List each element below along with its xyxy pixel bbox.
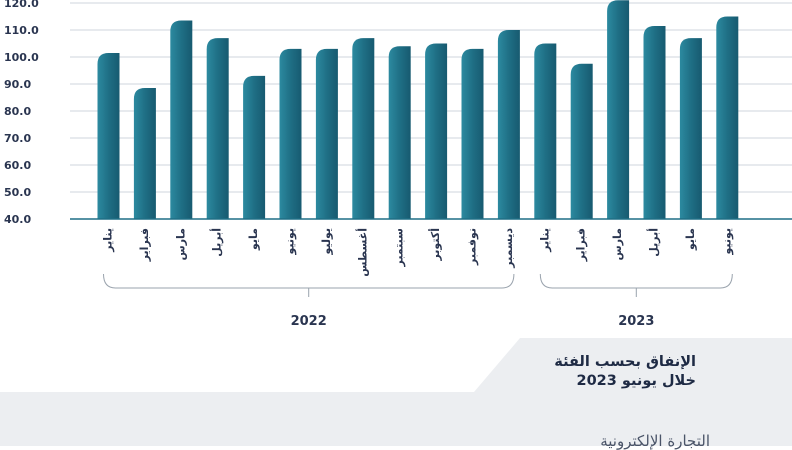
x-tick-label: سبتمبر bbox=[393, 228, 406, 268]
x-tick-label: يناير bbox=[102, 228, 115, 253]
y-tick-label: 80.0 bbox=[4, 105, 31, 118]
bar bbox=[352, 38, 375, 219]
bar bbox=[679, 38, 702, 219]
chart-bars bbox=[97, 0, 739, 220]
x-tick-label: أغسطس bbox=[355, 228, 369, 277]
year-bracket bbox=[539, 273, 733, 289]
bar bbox=[570, 63, 593, 219]
spending-bar-chart: 40.050.060.070.080.090.0100.0110.0120.0 … bbox=[4, 0, 792, 329]
panel-title-line2: خلال يونيو 2023 bbox=[576, 373, 697, 389]
panel-title-line1: الإنفاق بحسب الفئة bbox=[554, 354, 696, 370]
bar bbox=[170, 20, 193, 219]
x-tick-label: مارس bbox=[611, 228, 624, 260]
bar bbox=[643, 25, 666, 220]
panel-title: الإنفاق بحسب الفئة خلال يونيو 2023 bbox=[554, 353, 696, 391]
bar bbox=[716, 16, 739, 219]
year-label: 2022 bbox=[291, 314, 327, 329]
bar bbox=[534, 43, 557, 219]
bar bbox=[607, 0, 630, 219]
x-tick-label: مارس bbox=[174, 228, 187, 260]
y-tick-label: 100.0 bbox=[4, 51, 39, 64]
bar bbox=[97, 52, 120, 220]
bar bbox=[206, 38, 229, 219]
x-tick-label: فبراير bbox=[575, 228, 588, 262]
bar bbox=[243, 75, 266, 220]
x-tick-label: يناير bbox=[538, 228, 551, 253]
y-tick-label: 60.0 bbox=[4, 159, 31, 172]
x-tick-label: يوليو bbox=[320, 228, 333, 256]
x-tick-label: فبراير bbox=[138, 228, 151, 262]
bar bbox=[279, 48, 302, 220]
bottom-panel bbox=[0, 392, 792, 446]
x-tick-label: أبريل bbox=[210, 228, 224, 257]
y-axis-tick-labels: 40.0 50.0 60.0 70.0 80.0 90.0 100.0 110.0 120.0 bbox=[4, 0, 39, 226]
x-tick-label: نوفمبر bbox=[466, 228, 479, 266]
y-tick-label: 70.0 bbox=[4, 132, 31, 145]
year-bracket bbox=[103, 273, 515, 289]
y-tick-label: 50.0 bbox=[4, 186, 31, 199]
y-tick-label: 120.0 bbox=[4, 0, 39, 10]
y-tick-label: 40.0 bbox=[4, 213, 31, 226]
y-tick-label: 110.0 bbox=[4, 24, 39, 37]
x-tick-label: يونيو bbox=[284, 228, 297, 256]
bar bbox=[388, 46, 411, 220]
year-label: 2023 bbox=[618, 314, 654, 329]
y-tick-label: 90.0 bbox=[4, 78, 31, 91]
bar bbox=[497, 30, 520, 219]
x-tick-label: أكتوبر bbox=[428, 228, 442, 262]
bar bbox=[425, 43, 448, 219]
year-group-brackets: 2022 2023 bbox=[103, 273, 733, 329]
x-tick-label: يونيو bbox=[720, 228, 733, 256]
category-label: التجارة الإلكترونية bbox=[600, 432, 710, 450]
bar bbox=[315, 48, 338, 220]
x-tick-label: مايو bbox=[247, 228, 260, 251]
x-tick-label: مايو bbox=[684, 228, 697, 251]
x-axis-tick-labels: يناير فبراير مارس أبريل مايو يونيو يوليو أغسطس س… bbox=[102, 228, 734, 277]
panel-title-tab bbox=[474, 338, 792, 392]
x-tick-label: ديسمبر bbox=[502, 228, 515, 269]
bar bbox=[133, 88, 156, 219]
x-tick-label: أبريل bbox=[647, 228, 661, 257]
bar bbox=[461, 48, 484, 220]
